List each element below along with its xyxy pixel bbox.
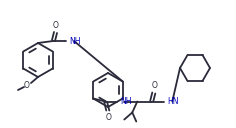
Text: O: O	[151, 82, 157, 90]
Text: HN: HN	[167, 97, 179, 106]
Text: O: O	[105, 113, 111, 121]
Text: O: O	[24, 81, 30, 89]
Text: NH: NH	[120, 97, 132, 106]
Text: NH: NH	[69, 36, 80, 45]
Text: O: O	[53, 21, 59, 30]
